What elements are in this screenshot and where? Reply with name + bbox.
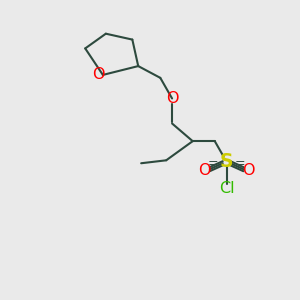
Text: =: =: [235, 157, 245, 170]
Text: S: S: [220, 152, 233, 171]
Text: O: O: [166, 91, 178, 106]
Text: O: O: [92, 68, 105, 82]
Text: Cl: Cl: [219, 181, 234, 196]
Text: O: O: [242, 163, 255, 178]
Text: O: O: [198, 163, 211, 178]
Text: =: =: [208, 157, 219, 170]
